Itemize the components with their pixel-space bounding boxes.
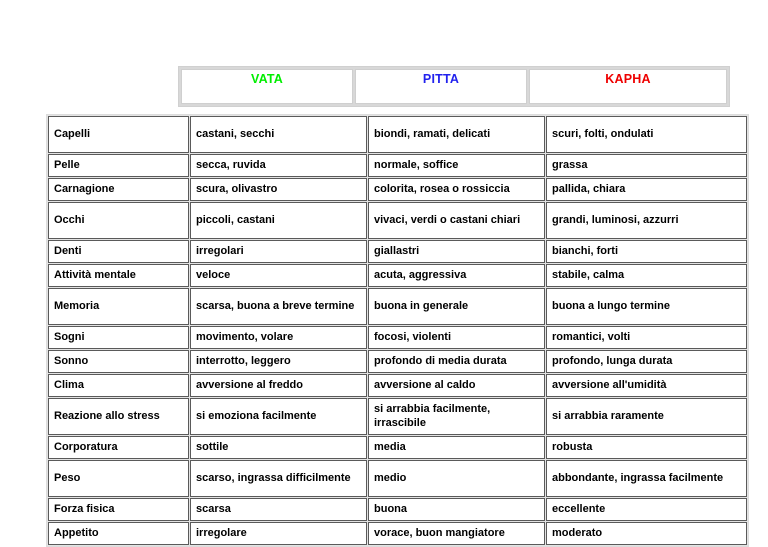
dosha-header-table: VATA PITTA KAPHA <box>178 66 730 107</box>
value-kapha: stabile, calma <box>546 264 747 287</box>
value-kapha: robusta <box>546 436 747 459</box>
value-vata: movimento, volare <box>190 326 367 349</box>
attribute-label: Denti <box>48 240 189 263</box>
attribute-label: Carnagione <box>48 178 189 201</box>
header-cell-pitta: PITTA <box>355 69 527 104</box>
table-row: Reazione allo stress si emoziona facilmen… <box>48 398 747 435</box>
value-kapha: scuri, folti, ondulati <box>546 116 747 153</box>
value-vata: avversione al freddo <box>190 374 367 397</box>
value-pitta: colorita, rosea o rossiccia <box>368 178 545 201</box>
value-vata: veloce <box>190 264 367 287</box>
table-row: Capelli castani, secchi biondi, ramati, de… <box>48 116 747 153</box>
attribute-label: Sogni <box>48 326 189 349</box>
value-kapha: romantici, volti <box>546 326 747 349</box>
attribute-label: Sonno <box>48 350 189 373</box>
dosha-header-row: VATA PITTA KAPHA <box>181 69 727 104</box>
attribute-label: Memoria <box>48 288 189 325</box>
value-pitta: vivaci, verdi o castani chiari <box>368 202 545 239</box>
table-row: Corporatura sottile media robusta <box>48 436 747 459</box>
value-pitta: acuta, aggressiva <box>368 264 545 287</box>
attribute-label: Clima <box>48 374 189 397</box>
value-vata: scarso, ingrassa difficilmente <box>190 460 367 497</box>
value-kapha: eccellente <box>546 498 747 521</box>
table-row: Clima avversione al freddo avversione al c… <box>48 374 747 397</box>
value-vata: interrotto, leggero <box>190 350 367 373</box>
value-kapha: avversione all'umidità <box>546 374 747 397</box>
value-pitta: vorace, buon mangiatore <box>368 522 545 545</box>
value-vata: scarsa, buona a breve termine <box>190 288 367 325</box>
table-row: Denti irregolari giallastri bianchi, forti <box>48 240 747 263</box>
value-kapha: grassa <box>546 154 747 177</box>
value-kapha: si arrabbia raramente <box>546 398 747 435</box>
table-row: Forza fisica scarsa buona eccellente <box>48 498 747 521</box>
table-row: Appetito irregolare vorace, buon mangiator… <box>48 522 747 545</box>
value-pitta: giallastri <box>368 240 545 263</box>
value-vata: castani, secchi <box>190 116 367 153</box>
value-pitta: profondo di media durata <box>368 350 545 373</box>
attribute-label: Corporatura <box>48 436 189 459</box>
header-label-pitta: PITTA <box>422 72 460 86</box>
header-label-kapha: KAPHA <box>605 72 651 86</box>
value-vata: si emoziona facilmente <box>190 398 367 435</box>
value-pitta: focosi, violenti <box>368 326 545 349</box>
value-pitta: biondi, ramati, delicati <box>368 116 545 153</box>
value-pitta: avversione al caldo <box>368 374 545 397</box>
header-cell-vata: VATA <box>181 69 353 104</box>
value-pitta: buona in generale <box>368 288 545 325</box>
value-vata: irregolari <box>190 240 367 263</box>
value-vata: scarsa <box>190 498 367 521</box>
value-vata: secca, ruvida <box>190 154 367 177</box>
attribute-label: Reazione allo stress <box>48 398 189 435</box>
attribute-label: Peso <box>48 460 189 497</box>
value-kapha: bianchi, forti <box>546 240 747 263</box>
table-row: Carnagione scura, olivastro colorita, rose… <box>48 178 747 201</box>
table-row: Memoria scarsa, buona a breve termine buon… <box>48 288 747 325</box>
attribute-label: Appetito <box>48 522 189 545</box>
value-pitta: normale, soffice <box>368 154 545 177</box>
table-row: Attività mentale veloce acuta, aggressiva… <box>48 264 747 287</box>
table-row: Sogni movimento, volare focosi, violenti ro… <box>48 326 747 349</box>
value-pitta: buona <box>368 498 545 521</box>
value-kapha: moderato <box>546 522 747 545</box>
table-row: Occhi piccoli, castani vivaci, verdi o cas… <box>48 202 747 239</box>
dosha-table-body: Capelli castani, secchi biondi, ramati, de… <box>48 116 747 545</box>
attribute-label: Attività mentale <box>48 264 189 287</box>
header-label-vata: VATA <box>250 72 284 86</box>
value-kapha: profondo, lunga durata <box>546 350 747 373</box>
dosha-header-body: VATA PITTA KAPHA <box>181 69 727 104</box>
value-vata: irregolare <box>190 522 367 545</box>
attribute-label: Occhi <box>48 202 189 239</box>
dosha-comparison-table: Capelli castani, secchi biondi, ramati, de… <box>46 114 749 547</box>
header-cell-kapha: KAPHA <box>529 69 727 104</box>
attribute-label: Pelle <box>48 154 189 177</box>
table-row: Peso scarso, ingrassa difficilmente medio a… <box>48 460 747 497</box>
value-kapha: pallida, chiara <box>546 178 747 201</box>
attribute-label: Forza fisica <box>48 498 189 521</box>
value-vata: scura, olivastro <box>190 178 367 201</box>
value-pitta: media <box>368 436 545 459</box>
value-vata: piccoli, castani <box>190 202 367 239</box>
value-pitta: si arrabbia facilmente, irrascibile <box>368 398 545 435</box>
value-kapha: abbondante, ingrassa facilmente <box>546 460 747 497</box>
value-vata: sottile <box>190 436 367 459</box>
value-pitta: medio <box>368 460 545 497</box>
attribute-label: Capelli <box>48 116 189 153</box>
value-kapha: grandi, luminosi, azzurri <box>546 202 747 239</box>
table-row: Sonno interrotto, leggero profondo di medi… <box>48 350 747 373</box>
table-row: Pelle secca, ruvida normale, soffice grassa <box>48 154 747 177</box>
value-kapha: buona a lungo termine <box>546 288 747 325</box>
